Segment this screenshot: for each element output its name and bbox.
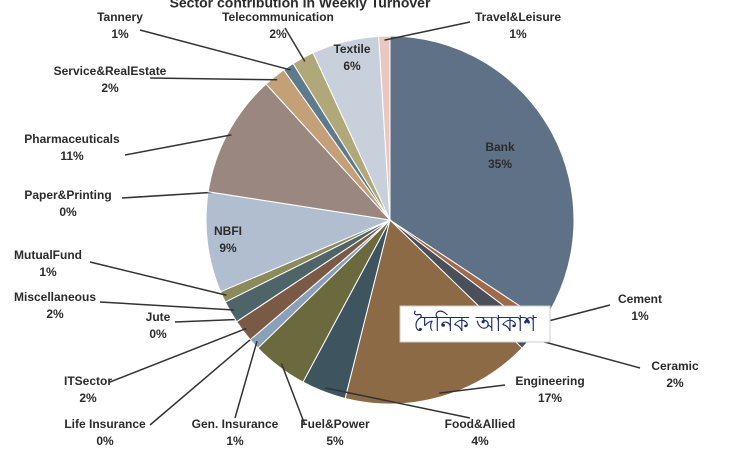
value-label: 2% [666, 376, 684, 390]
value-label: 1% [226, 434, 244, 448]
leader-line [280, 363, 306, 426]
value-label: 2% [79, 391, 97, 405]
watermark-box [399, 305, 551, 343]
value-label: 4% [471, 434, 489, 448]
leader-line [89, 261, 227, 296]
slice-label: Fuel&Power [300, 417, 370, 431]
leader-line [121, 191, 213, 199]
value-label: 0% [59, 205, 77, 219]
slice-label: MutualFund [14, 248, 82, 262]
slice-label: Pharmaceuticals [24, 132, 120, 146]
value-label: 5% [326, 434, 344, 448]
slice-label: Telecommunication [222, 10, 334, 24]
slice-label: Service&RealEstate [54, 64, 167, 78]
value-label: 2% [101, 81, 119, 95]
value-label: 17% [538, 391, 562, 405]
slice-label: Food&Allied [445, 417, 516, 431]
slice-label: Jute [146, 310, 171, 324]
slice-label: ITSector [64, 374, 112, 388]
leader-line [124, 134, 232, 156]
slice-label: Tannery [97, 10, 143, 24]
value-label: 1% [631, 309, 649, 323]
leader-line [149, 336, 254, 426]
value-label: 35% [488, 157, 512, 171]
slice-label: Miscellaneous [14, 290, 96, 304]
chart-title: Sector contribution in Weekly Turnover [170, 0, 431, 11]
value-label: 1% [111, 27, 129, 41]
slice-label: Paper&Printing [24, 188, 111, 202]
slice-label: Gen. Insurance [192, 417, 279, 431]
leader-line [174, 318, 240, 323]
leader-line [139, 29, 291, 71]
slice-label: NBFI [214, 224, 242, 238]
slice-label: Cement [618, 292, 662, 306]
value-label: 0% [149, 327, 167, 341]
value-label: 11% [60, 149, 84, 163]
pie-slice [205, 191, 392, 293]
leader-line [284, 27, 306, 62]
value-label: 1% [39, 265, 57, 279]
leader-line [324, 387, 471, 419]
leader-line [439, 384, 506, 394]
leader-line [234, 341, 258, 419]
leader-line [149, 77, 278, 81]
watermark: দৈনিক আকাশ [414, 311, 538, 337]
slice-label: Travel&Leisure [475, 10, 561, 24]
value-label: 0% [96, 434, 114, 448]
slice-label: Life Insurance [64, 417, 146, 431]
slice-label: Textile [333, 42, 370, 56]
pie-slice [378, 35, 391, 221]
slice-label: Engineering [515, 374, 584, 388]
slice-label: Ceramic [651, 359, 699, 373]
leader-line [109, 327, 247, 383]
leader-line [384, 21, 471, 41]
leader-line [99, 301, 235, 311]
pie-slice [207, 83, 392, 221]
value-label: 6% [343, 59, 361, 73]
value-label: 2% [46, 307, 64, 321]
value-label: 9% [219, 241, 237, 255]
value-label: 2% [269, 27, 287, 41]
value-label: 1% [509, 27, 527, 41]
slice-label: Bank [485, 140, 515, 154]
